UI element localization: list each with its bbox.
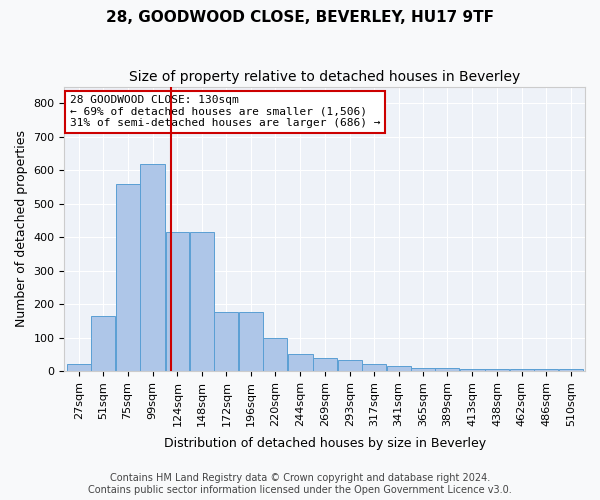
Bar	[190, 232, 214, 371]
Bar	[411, 368, 435, 371]
Bar	[559, 370, 583, 371]
Bar	[166, 232, 190, 371]
Bar	[510, 370, 534, 371]
Bar	[362, 364, 386, 371]
Bar	[214, 312, 238, 371]
Bar	[239, 312, 263, 371]
Bar	[263, 338, 287, 371]
Text: Contains HM Land Registry data © Crown copyright and database right 2024.
Contai: Contains HM Land Registry data © Crown c…	[88, 474, 512, 495]
Bar	[485, 370, 509, 371]
Title: Size of property relative to detached houses in Beverley: Size of property relative to detached ho…	[129, 70, 520, 84]
Bar	[116, 184, 140, 371]
Bar	[313, 358, 337, 371]
Bar	[91, 316, 115, 371]
Text: 28 GOODWOOD CLOSE: 130sqm
← 69% of detached houses are smaller (1,506)
31% of se: 28 GOODWOOD CLOSE: 130sqm ← 69% of detac…	[70, 95, 380, 128]
Y-axis label: Number of detached properties: Number of detached properties	[15, 130, 28, 328]
Bar	[386, 366, 410, 371]
Bar	[140, 164, 165, 371]
Bar	[535, 370, 558, 371]
Text: 28, GOODWOOD CLOSE, BEVERLEY, HU17 9TF: 28, GOODWOOD CLOSE, BEVERLEY, HU17 9TF	[106, 10, 494, 25]
Bar	[288, 354, 313, 371]
Bar	[67, 364, 91, 371]
Bar	[338, 360, 362, 371]
Bar	[460, 370, 485, 371]
X-axis label: Distribution of detached houses by size in Beverley: Distribution of detached houses by size …	[164, 437, 486, 450]
Bar	[436, 368, 460, 371]
